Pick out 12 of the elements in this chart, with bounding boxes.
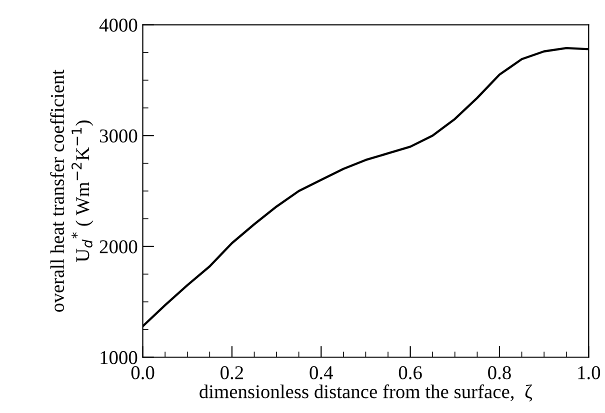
x-tick-label: 0.4 — [310, 366, 333, 380]
y-tick-label: 4000 — [99, 18, 138, 32]
x-tick-label: 0.0 — [131, 366, 154, 380]
y-tick-label: 2000 — [100, 240, 138, 254]
y-tick-label: 1000 — [100, 351, 138, 364]
x-tick-label: 0.2 — [220, 366, 244, 380]
x-axis-title: dimensionless distance from the surface, ζ — [200, 384, 532, 402]
text: overall heat transfer coefficient U$_{d}$$^{*}$ ( Wm$^{−2}$K$^{−1}$) — [50, 70, 94, 312]
x-tick-label: 0.6 — [398, 366, 422, 380]
y-tick-label: 3000 — [100, 129, 138, 143]
x-tick-label: 0.8 — [488, 366, 511, 380]
x-tick-label: 1.0 — [578, 366, 600, 380]
